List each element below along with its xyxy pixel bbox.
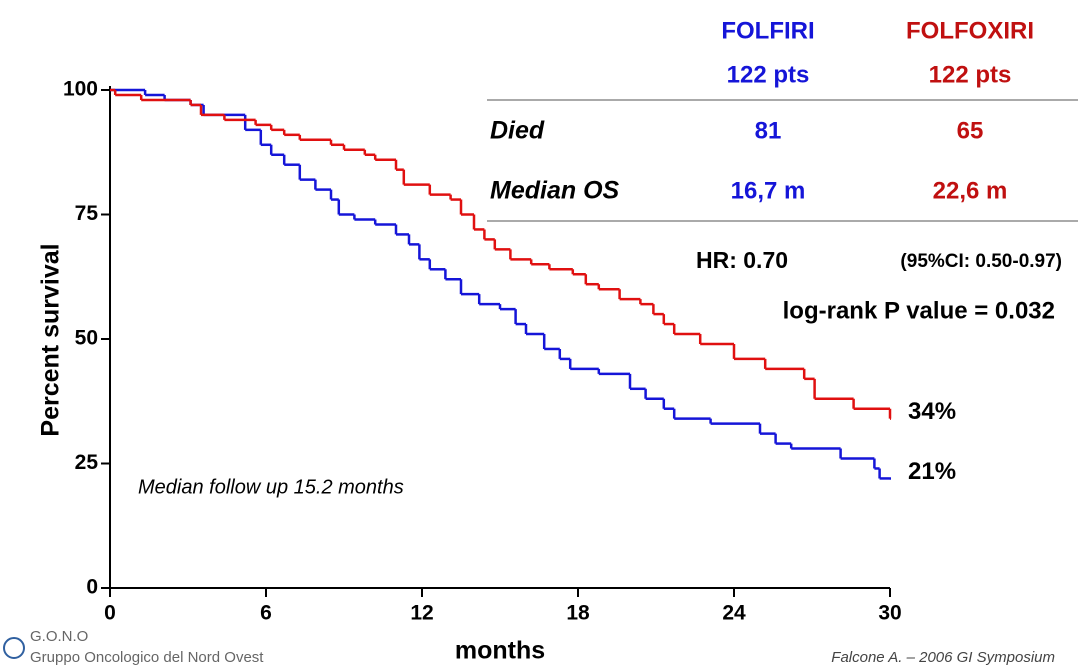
x-tick-label: 24 (722, 602, 746, 625)
table-cell: 65 (957, 117, 984, 144)
end-label: 21% (908, 458, 956, 485)
y-tick-label: 75 (75, 202, 99, 225)
logrank-text: log-rank P value = 0.032 (783, 297, 1055, 324)
step-riser (143, 90, 881, 479)
end-label: 34% (908, 398, 956, 425)
y-axis-label: Percent survival (37, 243, 65, 436)
x-tick-label: 12 (410, 602, 433, 625)
table-patients: 122 pts (929, 61, 1012, 88)
x-axis-label: months (455, 637, 545, 665)
logo-acronym: G.O.N.O (30, 628, 88, 645)
citation: Falcone A. – 2006 GI Symposium (831, 649, 1055, 666)
annotation: Median follow up 15.2 months (138, 476, 404, 498)
table-patients: 122 pts (727, 61, 810, 88)
x-tick-label: 18 (566, 602, 590, 625)
hr-text: HR: 0.70 (696, 247, 788, 273)
table-column: FOLFIRI (721, 17, 814, 44)
y-tick-label: 100 (63, 78, 98, 101)
y-tick-label: 50 (75, 327, 98, 350)
table-cell: 22,6 m (933, 177, 1008, 204)
table-cell: 81 (755, 117, 782, 144)
y-tick-label: 0 (86, 576, 98, 599)
logo-icon (3, 637, 25, 659)
x-tick-label: 30 (878, 602, 901, 625)
table-column: FOLFOXIRI (906, 17, 1034, 44)
logo-name: Gruppo Oncologico del Nord Ovest (30, 649, 264, 666)
row-label: Died (490, 117, 545, 145)
row-label: Median OS (490, 177, 620, 205)
x-tick-label: 0 (104, 602, 116, 625)
hr-ci: (95%CI: 0.50-0.97) (900, 251, 1062, 272)
x-tick-label: 6 (260, 602, 272, 625)
table-cell: 16,7 m (731, 177, 806, 204)
y-tick-label: 25 (75, 451, 99, 474)
step-riser (113, 90, 892, 419)
